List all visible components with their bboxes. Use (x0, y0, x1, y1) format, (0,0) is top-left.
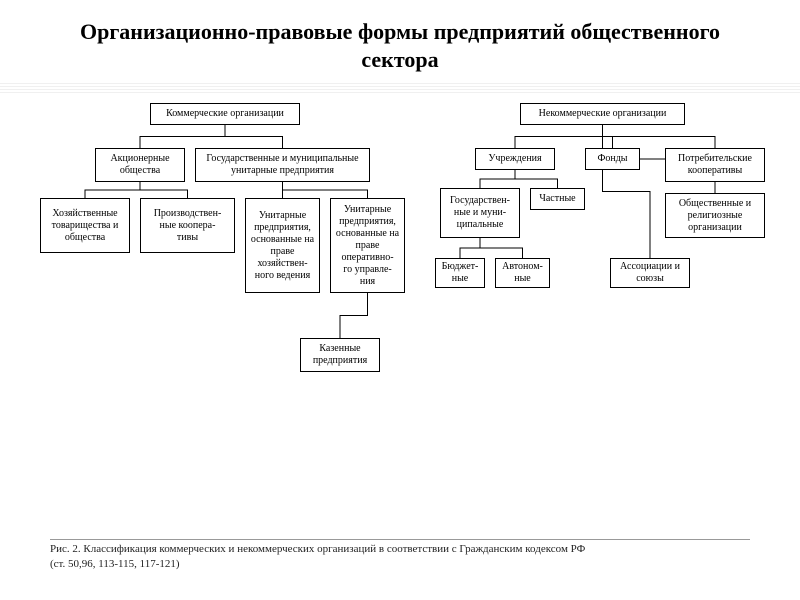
edge-comm-ao (140, 125, 225, 148)
edge-noncomm-assoc (603, 125, 651, 258)
page-title: Организационно-правовые формы предприяти… (0, 0, 800, 83)
node-gosmun: Государствен-ные и муни-ципальные (440, 188, 520, 238)
node-noncomm: Некоммерческие организации (520, 103, 685, 125)
node-assoc: Ассоциации и союзы (610, 258, 690, 288)
figure-caption: Рис. 2. Классификация коммерческих и нек… (50, 542, 750, 572)
edge-uchr-chast (515, 170, 558, 188)
node-up_ou: Унитарные предприятия, основанные на пра… (330, 198, 405, 293)
node-chast: Частные (530, 188, 585, 210)
node-prodk: Производствен-ные коопера-тивы (140, 198, 235, 253)
edge-ao-hozt (85, 182, 140, 198)
node-hozt: Хозяйственные товарищества и общества (40, 198, 130, 253)
footer-divider (50, 539, 750, 540)
node-avton: Автоном-ные (495, 258, 550, 288)
node-fondy: Фонды (585, 148, 640, 170)
edge-gmup-up_ou (283, 182, 368, 198)
edge-noncomm-uchr (515, 125, 603, 148)
node-obshrel: Общественные и религиозные организации (665, 193, 765, 238)
diagram-canvas: Коммерческие организации Акционерные обще… (0, 93, 800, 513)
node-potreb: Потребительские кооперативы (665, 148, 765, 182)
node-budg: Бюджет-ные (435, 258, 485, 288)
node-ao: Акционерные общества (95, 148, 185, 182)
edge-gosmun-avton (480, 238, 523, 258)
edge-uchr-gosmun (480, 170, 515, 188)
node-uchr: Учреждения (475, 148, 555, 170)
edge-noncomm-fondy (603, 125, 613, 148)
caption-line-1: Рис. 2. Классификация коммерческих и нек… (50, 543, 585, 555)
edge-noncomm-potreb (603, 125, 716, 148)
edge-ao-prodk (140, 182, 188, 198)
caption-line-2: (ст. 50,96, 113-115, 117-121) (50, 558, 180, 570)
edge-comm-gmup (225, 125, 283, 148)
edge-gosmun-budg (460, 238, 480, 258)
node-up_hv: Унитарные предприятия, основанные на пра… (245, 198, 320, 293)
decorative-hatch (0, 83, 800, 93)
node-kaz: Казенные предприятия (300, 338, 380, 372)
node-gmup: Государственные и муниципальные унитарны… (195, 148, 370, 182)
node-comm: Коммерческие организации (150, 103, 300, 125)
edge-up_ou-kaz (340, 293, 368, 338)
